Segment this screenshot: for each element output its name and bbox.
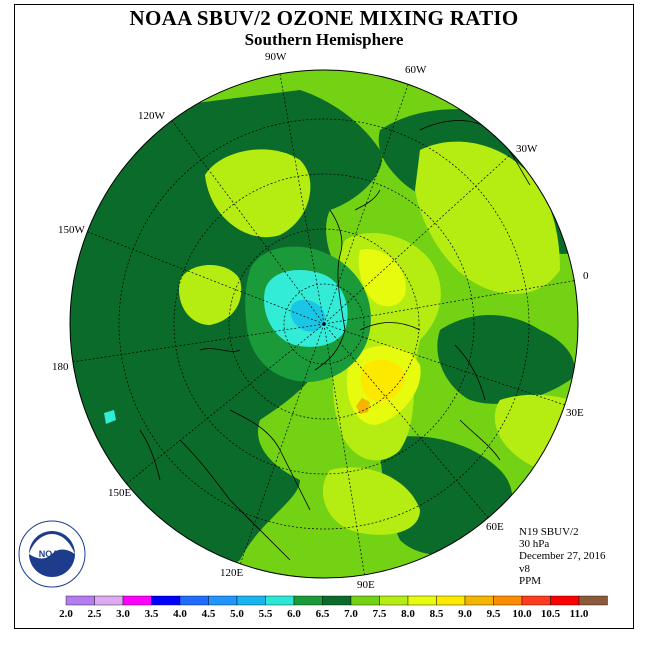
colorbar-label: 7.5 xyxy=(373,608,387,620)
field-5.5-6.0-west xyxy=(104,410,116,424)
colorbar-label: 10.5 xyxy=(541,608,561,620)
colorbar-label: 8.0 xyxy=(401,608,415,620)
lon-label-120e: 120E xyxy=(220,567,244,579)
lon-label-30e: 30E xyxy=(566,407,584,419)
field-5.0-5.5 xyxy=(290,299,326,332)
colorbar-swatch xyxy=(550,595,580,606)
lon-label-60w: 60W xyxy=(405,64,427,76)
colorbar-swatch xyxy=(208,595,238,606)
colorbar-label: 9.0 xyxy=(458,608,472,620)
colorbar-swatch xyxy=(265,595,295,606)
colorbar-label: 3.5 xyxy=(145,608,159,620)
colorbar-label: 5.5 xyxy=(259,608,273,620)
lon-label-60e: 60E xyxy=(486,521,504,533)
colorbar-swatch xyxy=(65,595,95,606)
colorbar-swatch xyxy=(578,595,608,606)
ozone-field xyxy=(70,70,578,578)
lon-label-180: 180 xyxy=(52,361,69,373)
colorbar-label: 2.5 xyxy=(88,608,102,620)
page-subtitle: Southern Hemisphere xyxy=(244,30,404,49)
colorbar-label: 8.5 xyxy=(430,608,444,620)
colorbar-swatch xyxy=(293,595,323,606)
field-8.0-8.5 xyxy=(358,249,406,307)
info-units: PPM xyxy=(519,574,542,587)
lon-label-150w: 150W xyxy=(58,224,86,236)
colorbar-label: 10.0 xyxy=(512,608,532,620)
longitude-labels: 90W 60W 30W 0 30E 60E 90E 120E 150E 180 … xyxy=(52,51,589,591)
colorbar-label: 3.0 xyxy=(116,608,130,620)
colorbar-label: 2.0 xyxy=(59,608,73,620)
colorbar-label: 4.0 xyxy=(173,608,187,620)
lon-label-30w: 30W xyxy=(516,143,538,155)
info-level: 30 hPa xyxy=(519,538,550,551)
lon-label-90w: 90W xyxy=(265,51,287,63)
colorbar-swatch xyxy=(179,595,209,606)
colorbar-label: 5.0 xyxy=(230,608,244,620)
colorbar-swatch xyxy=(436,595,466,606)
info-date: December 27, 2016 xyxy=(519,550,606,563)
colorbar-swatch xyxy=(350,595,380,606)
colorbar-label: 9.5 xyxy=(487,608,501,620)
colorbar-label: 11.0 xyxy=(570,608,589,620)
colorbar-label: 4.5 xyxy=(202,608,216,620)
map-boundary xyxy=(69,69,579,579)
colorbar: 2.0 2.5 3.0 3.5 4.0 4.5 5.0 5.5 6.0 6.5 7.0 7.5 8.0 8… xyxy=(59,595,608,620)
colorbar-swatch xyxy=(322,595,352,606)
lon-label-90e: 90E xyxy=(357,579,375,591)
colorbar-swatch xyxy=(122,595,152,606)
field-7.5-8.0-west xyxy=(179,265,242,325)
lon-label-0: 0 xyxy=(583,270,589,282)
field-8.5-9.0 xyxy=(360,359,405,402)
colorbar-label: 7.0 xyxy=(344,608,358,620)
field-7.5-8.0-northeast xyxy=(415,141,560,294)
lon-label-120w: 120W xyxy=(138,110,166,122)
colorbar-labels: 2.0 2.5 3.0 3.5 4.0 4.5 5.0 5.5 6.0 6.5 7.0 7.5 8.0 8… xyxy=(59,608,589,620)
field-9.0-9.5 xyxy=(356,398,370,414)
page-title: NOAA SBUV/2 OZONE MIXING RATIO xyxy=(129,6,519,30)
info-satellite: N19 SBUV/2 xyxy=(519,526,579,538)
colorbar-swatch xyxy=(94,595,124,606)
colorbar-swatch xyxy=(379,595,409,606)
field-7.5-8.0-north xyxy=(205,149,311,238)
logo-text: NOAA xyxy=(39,549,66,559)
graticule xyxy=(71,73,578,578)
colorbar-swatch xyxy=(493,595,523,606)
info-panel: N19 SBUV/2 30 hPa December 27, 2016 v8 P… xyxy=(519,526,605,587)
noaa-logo: NOAA xyxy=(18,520,86,588)
field-7.5-8.0-south xyxy=(322,467,420,535)
coastlines xyxy=(139,120,531,561)
field-6.5-7.0-east xyxy=(437,315,575,404)
colorbar-label: 6.0 xyxy=(287,608,301,620)
lon-label-150e: 150E xyxy=(108,487,132,499)
colorbar-swatch xyxy=(407,595,437,606)
colorbar-swatches xyxy=(65,595,608,606)
colorbar-swatch xyxy=(151,595,181,606)
colorbar-swatch xyxy=(521,595,551,606)
colorbar-swatch xyxy=(236,595,266,606)
colorbar-swatch xyxy=(464,595,494,606)
logo-gull xyxy=(29,534,75,559)
colorbar-label: 6.5 xyxy=(316,608,330,620)
info-version: v8 xyxy=(519,562,530,575)
figure-frame xyxy=(14,4,634,629)
